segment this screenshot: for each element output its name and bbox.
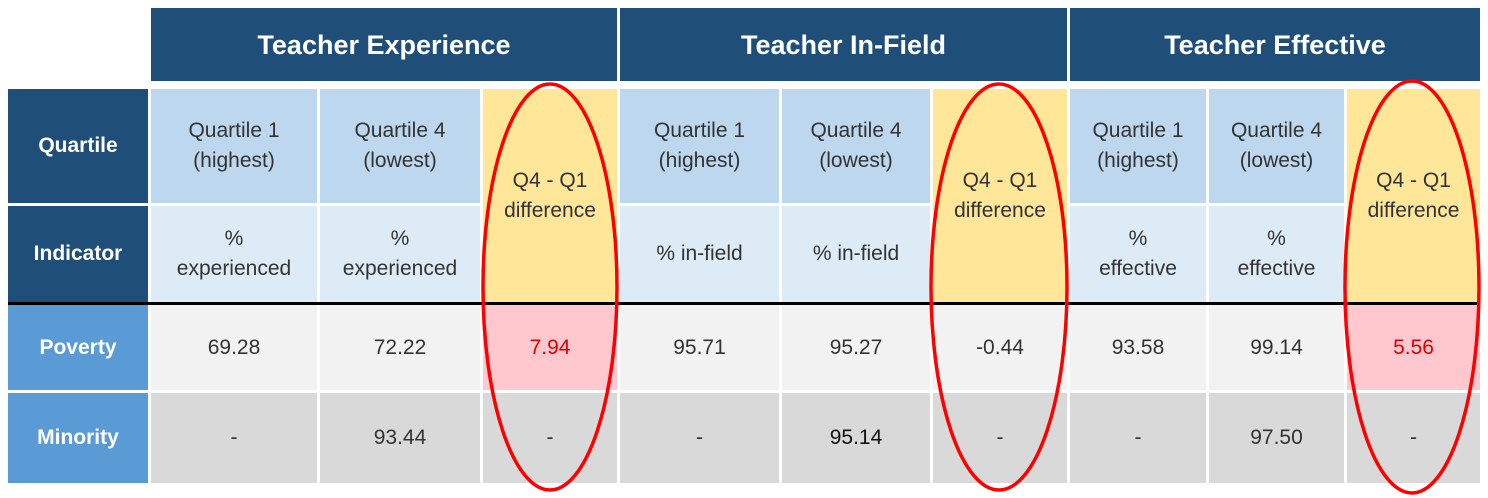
quartile-1-header: Quartile 1 (highest) <box>1070 89 1206 203</box>
poverty-value-cell: 95.71 <box>620 305 779 390</box>
minority-value-cell: 97.50 <box>1209 393 1344 483</box>
row-header-poverty: Poverty <box>8 305 148 390</box>
minority-difference-cell: - <box>933 393 1067 483</box>
poverty-difference-cell: 5.56 <box>1347 305 1480 390</box>
indicator-cell: % in-field <box>620 206 779 302</box>
poverty-value-cell: 72.22 <box>320 305 480 390</box>
minority-difference-cell: - <box>1347 393 1480 483</box>
header-separator-line <box>8 302 1480 305</box>
minority-value-cell: 95.14 <box>782 393 930 483</box>
indicator-label: % in-field <box>656 242 743 265</box>
poverty-value-cell: 69.28 <box>151 305 317 390</box>
indicator-label: % effective <box>1099 227 1177 280</box>
quartile-1-label: Quartile 1 (highest) <box>653 119 746 172</box>
difference-header: Q4 - Q1 difference <box>1347 89 1480 302</box>
minority-value-cell: 93.44 <box>320 393 480 483</box>
minority-value-cell: - <box>151 393 317 483</box>
difference-header: Q4 - Q1 difference <box>933 89 1067 302</box>
indicator-cell: % experienced <box>151 206 317 302</box>
indicator-cell: % experienced <box>320 206 480 302</box>
indicator-cell: % in-field <box>782 206 930 302</box>
quartile-4-label: Quartile 4 (lowest) <box>1230 119 1323 172</box>
quartile-4-header: Quartile 4 (lowest) <box>320 89 480 203</box>
row-header-minority: Minority <box>8 393 148 483</box>
indicator-label: % experienced <box>342 227 458 280</box>
group-header-teacher-in-field: Teacher In-Field <box>620 8 1067 81</box>
quartile-4-label: Quartile 4 (lowest) <box>354 119 446 172</box>
quartile-1-label: Quartile 1 (highest) <box>1092 119 1184 172</box>
difference-label: Q4 - Q1 difference <box>954 168 1046 222</box>
indicator-cell: % effective <box>1209 206 1344 302</box>
group-header-teacher-effective: Teacher Effective <box>1070 8 1480 81</box>
minority-value-cell: - <box>620 393 779 483</box>
quartile-1-header: Quartile 1 (highest) <box>620 89 779 203</box>
difference-label: Q4 - Q1 difference <box>504 168 596 222</box>
row-header-quartile: Quartile <box>8 89 148 203</box>
quartile-4-label: Quartile 4 (lowest) <box>810 119 902 172</box>
quartile-1-header: Quartile 1 (highest) <box>151 89 317 203</box>
poverty-difference-cell: 7.94 <box>483 305 617 390</box>
indicator-cell: % effective <box>1070 206 1206 302</box>
poverty-value-cell: 95.27 <box>782 305 930 390</box>
difference-header: Q4 - Q1 difference <box>483 89 617 302</box>
quartile-4-header: Quartile 4 (lowest) <box>1209 89 1344 203</box>
quartile-4-header: Quartile 4 (lowest) <box>782 89 930 203</box>
minority-difference-cell: - <box>483 393 617 483</box>
group-header-teacher-experience: Teacher Experience <box>151 8 617 81</box>
quartile-1-label: Quartile 1 (highest) <box>188 119 280 172</box>
poverty-value-cell: 99.14 <box>1209 305 1344 390</box>
indicator-label: % in-field <box>812 242 900 265</box>
row-header-indicator: Indicator <box>8 206 148 302</box>
poverty-value-cell: 93.58 <box>1070 305 1206 390</box>
indicator-label: % effective <box>1237 227 1316 280</box>
poverty-difference-cell: -0.44 <box>933 305 1067 390</box>
indicator-label: % experienced <box>176 227 292 280</box>
difference-label: Q4 - Q1 difference <box>1367 168 1460 222</box>
minority-value-cell: - <box>1070 393 1206 483</box>
